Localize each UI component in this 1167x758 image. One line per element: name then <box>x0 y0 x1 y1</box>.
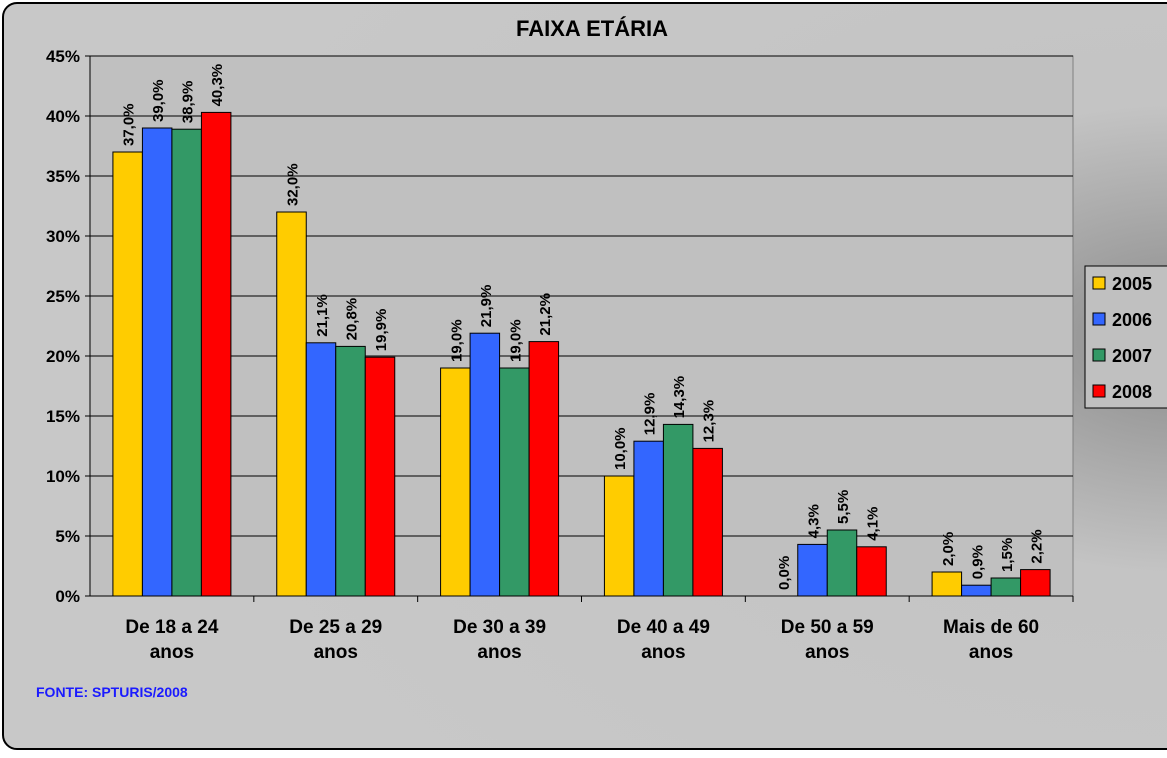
y-tick-label: 45% <box>46 47 80 66</box>
value-label: 20,8% <box>344 298 361 341</box>
y-tick-label: 25% <box>46 287 80 306</box>
bar <box>112 151 143 597</box>
y-tick-label: 0% <box>55 587 80 606</box>
x-tick-label: De 50 a 59 anos <box>781 617 874 663</box>
value-label: 14,3% <box>671 376 688 419</box>
bar <box>200 111 232 597</box>
y-tick-label: 15% <box>46 407 80 426</box>
bar <box>528 341 560 597</box>
bar <box>141 127 173 597</box>
value-label: 5,5% <box>835 490 852 524</box>
source-note: FONTE: SPTURIS/2008 <box>36 684 188 700</box>
value-label: 21,2% <box>537 293 554 336</box>
value-label: 19,0% <box>448 319 465 362</box>
bar <box>171 128 202 597</box>
x-tick-label: De 30 a 39 anos <box>453 617 546 663</box>
bar <box>305 342 337 597</box>
value-label: 0,9% <box>969 545 986 579</box>
value-label: 0,0% <box>776 556 793 590</box>
legend-swatch <box>1092 276 1106 290</box>
chart-title: FAIXA ETÁRIA <box>516 16 668 41</box>
value-label: 4,1% <box>865 507 882 541</box>
bar <box>276 211 307 597</box>
value-label: 2,2% <box>1028 529 1045 563</box>
x-tick-label: De 18 a 24 anos <box>125 617 218 663</box>
y-tick-label: 40% <box>46 107 80 126</box>
value-label: 40,3% <box>209 64 226 107</box>
value-label: 38,9% <box>180 81 197 124</box>
bar <box>662 423 694 597</box>
x-tick-label: Mais de 60 anos <box>943 617 1039 663</box>
legend-label: 2008 <box>1112 382 1152 402</box>
bar <box>961 584 992 597</box>
value-label: 39,0% <box>150 79 167 122</box>
y-tick-label: 30% <box>46 227 80 246</box>
bar <box>826 529 858 597</box>
bar <box>440 367 471 597</box>
value-label: 12,9% <box>642 393 659 436</box>
bar <box>931 571 963 597</box>
y-tick-label: 10% <box>46 467 80 486</box>
bar <box>335 345 366 597</box>
value-label: 32,0% <box>285 163 302 206</box>
value-label: 21,9% <box>478 285 495 328</box>
bar <box>364 356 396 597</box>
legend-label: 2007 <box>1112 346 1152 366</box>
value-label: 19,9% <box>373 309 390 352</box>
legend-label: 2005 <box>1112 274 1152 294</box>
value-label: 21,1% <box>314 294 331 337</box>
bar <box>603 475 635 597</box>
value-label: 4,3% <box>806 504 823 538</box>
value-label: 19,0% <box>507 319 524 362</box>
y-tick-label: 20% <box>46 347 80 366</box>
bar <box>633 440 664 597</box>
bar <box>499 367 530 597</box>
value-label: 12,3% <box>701 400 718 443</box>
x-tick-label: De 25 a 29 anos <box>289 617 382 663</box>
legend-swatch <box>1092 312 1106 326</box>
plot-area <box>89 55 1074 597</box>
value-label: 10,0% <box>612 427 629 470</box>
bar <box>990 577 1022 597</box>
bar <box>692 447 723 597</box>
y-tick-label: 35% <box>46 167 80 186</box>
y-tick-label: 5% <box>55 527 80 546</box>
legend-swatch <box>1092 384 1106 398</box>
legend-label: 2006 <box>1112 310 1152 330</box>
value-label: 2,0% <box>940 532 957 566</box>
legend-box <box>1084 265 1167 409</box>
bar <box>1020 569 1051 597</box>
bar <box>797 543 828 597</box>
value-label: 37,0% <box>121 103 138 146</box>
bar <box>469 332 501 597</box>
legend-swatch <box>1092 348 1106 362</box>
bar <box>856 546 887 597</box>
value-label: 1,5% <box>999 538 1016 572</box>
x-tick-label: De 40 a 49 anos <box>617 617 710 663</box>
